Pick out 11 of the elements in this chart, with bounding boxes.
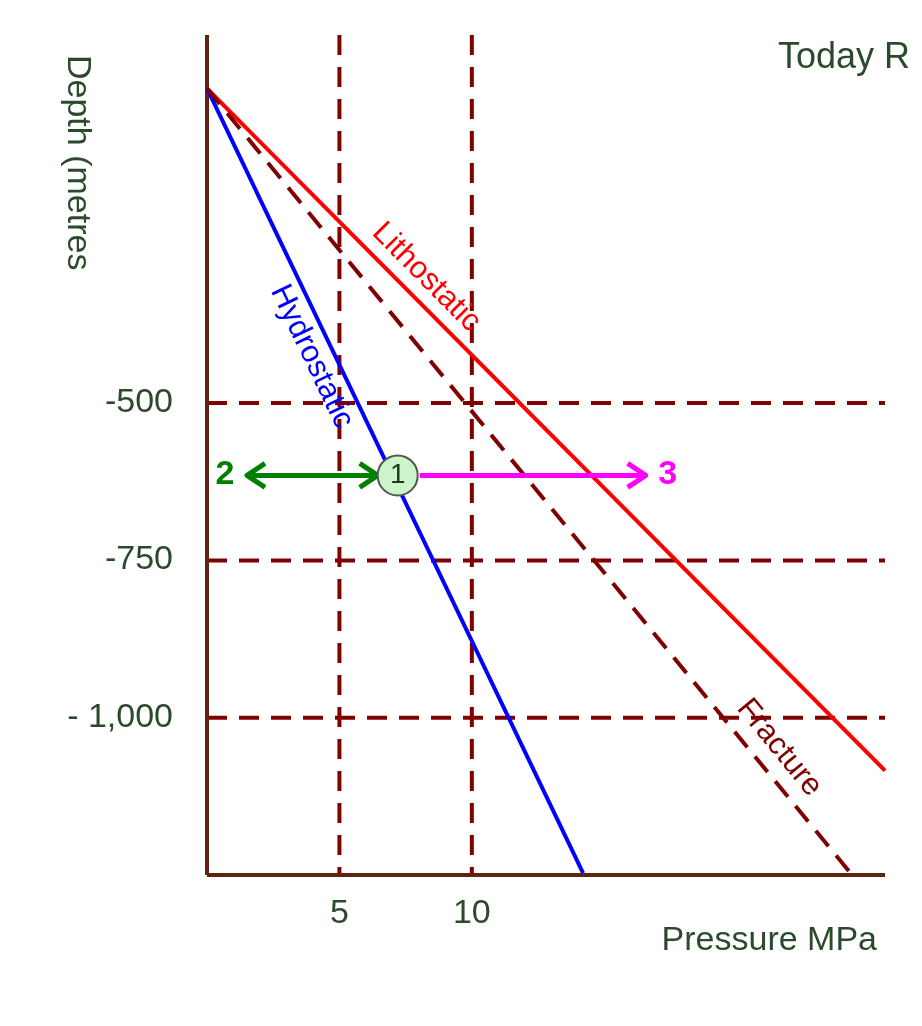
annotation: 3 <box>658 453 678 492</box>
annotation: 2 <box>215 453 235 492</box>
y-tick-label: -750 <box>104 538 173 577</box>
annotation: 1 <box>389 457 406 489</box>
y-tick-label: -500 <box>104 381 173 420</box>
x-axis-title: Pressure MPa <box>661 919 878 957</box>
x-tick-label: 10 <box>452 892 491 930</box>
y-tick-label: - 1,000 <box>67 695 173 734</box>
x-tick-label: 5 <box>329 892 349 930</box>
y-axis-title: Depth (metres <box>61 55 99 271</box>
chart-title: Today R <box>777 35 910 76</box>
